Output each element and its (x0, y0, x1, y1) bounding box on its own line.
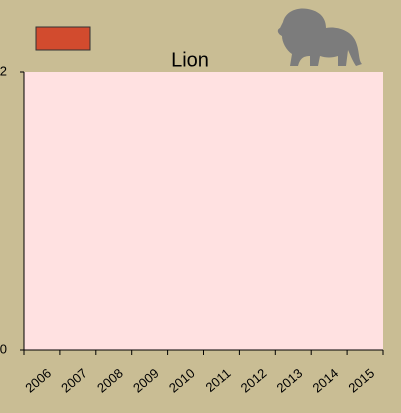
y-tick-label: 0 (0, 341, 7, 356)
x-tick-label: 2014 (309, 365, 341, 395)
plot-area (24, 72, 383, 350)
lion-icon (277, 8, 362, 66)
x-tick-label: 2007 (58, 365, 90, 395)
x-tick-label: 2011 (203, 365, 234, 394)
x-tick-label: 2009 (130, 365, 162, 395)
y-tick-label: 2 (0, 63, 7, 78)
x-tick-label: 2015 (345, 365, 377, 395)
legend-swatch (35, 26, 91, 51)
x-tick-label: 2008 (94, 365, 126, 395)
x-tick-label: 2010 (166, 365, 198, 395)
chart-title: Lion (171, 49, 209, 71)
x-tick-label: 2006 (22, 365, 54, 395)
x-tick-label: 2012 (238, 365, 270, 395)
x-tick-label: 2013 (274, 365, 306, 395)
